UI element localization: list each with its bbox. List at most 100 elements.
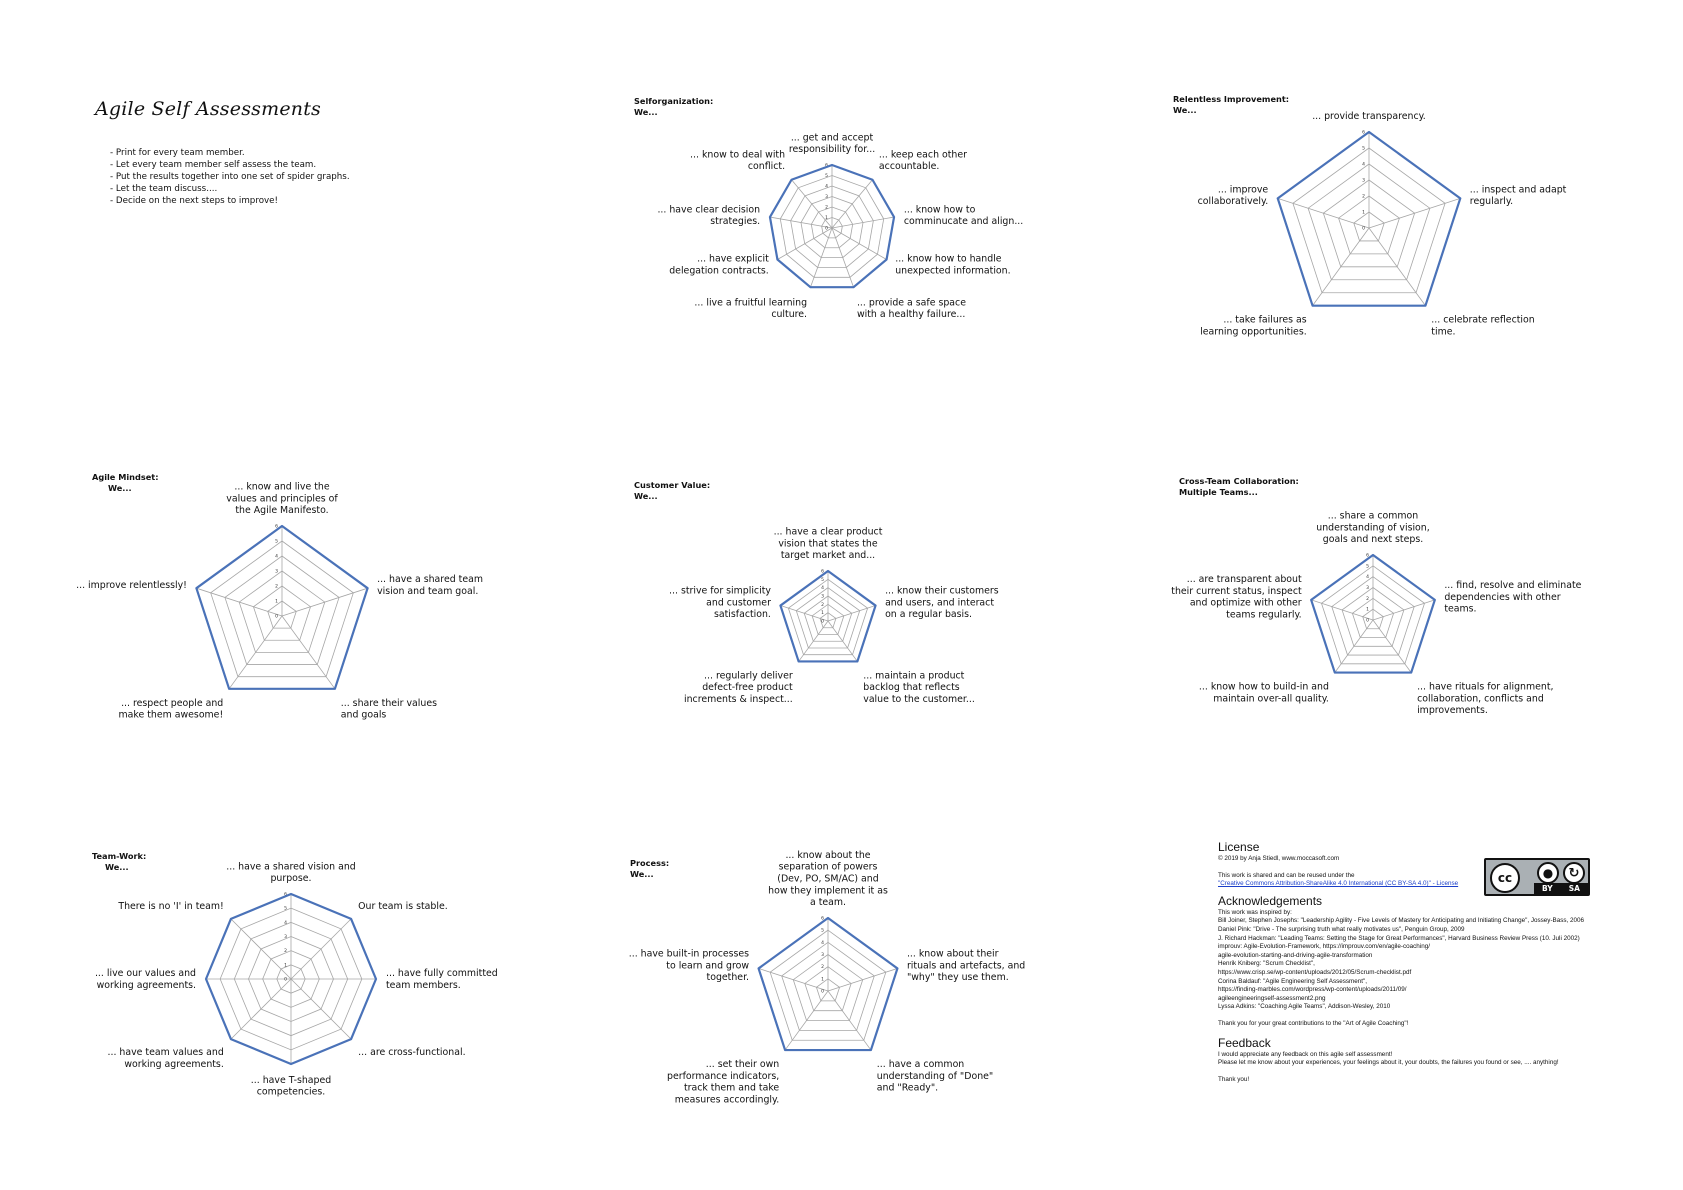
- chart-heading-cross-team-collaboration: Cross-Team Collaboration: Multiple Teams…: [1179, 476, 1299, 498]
- radar-grid-ring: [787, 578, 869, 656]
- radar-axis-label: ... provide transparency.: [1312, 111, 1426, 122]
- radar-spoke: [230, 978, 292, 1040]
- radar-series-line: [768, 163, 896, 289]
- radar-grid-ring: [811, 603, 845, 635]
- acknowledgement-line: agile-evolution-starting-and-driving-agi…: [1218, 951, 1373, 959]
- radar-tick-label: 1: [821, 976, 824, 982]
- radar-chart: 0 1 2 3 4 5 6 ... know about the separation of p…: [629, 850, 1026, 1106]
- radar-axis-label: ... have clear decision strategies.: [657, 204, 760, 227]
- radar-spoke: [1372, 599, 1435, 621]
- acknowledgement-line: Lyssa Adkins: "Coaching Agile Teams", Ad…: [1218, 1003, 1391, 1011]
- acknowledgements-thanks: Thank you for your great contributions t…: [1218, 1019, 1409, 1027]
- radar-tick-label: 4: [821, 940, 824, 946]
- radar-grid-ring: [790, 185, 874, 268]
- radar-tick-label: 1: [825, 215, 828, 221]
- radar-tick-label: 1: [275, 599, 278, 605]
- feedback-line: I would appreciate any feedback on this …: [1218, 1050, 1393, 1058]
- radar-spoke: [831, 227, 854, 288]
- radar-tick-label: 0: [821, 619, 824, 625]
- radar-tick-label: 3: [284, 934, 287, 940]
- chart-heading-selforganization: Selforganization: We...: [634, 96, 713, 118]
- radar-chart: 0 1 2 3 4 5 6 ... know and live the values and p…: [76, 481, 483, 720]
- radar-grid-ring: [238, 570, 326, 653]
- radar-spoke: [784, 990, 829, 1051]
- radar-spoke: [230, 918, 292, 980]
- radar-tick-label: 0: [275, 614, 278, 620]
- radar-spoke: [827, 990, 872, 1051]
- radar-tick-label: 1: [1362, 210, 1365, 216]
- radar-grid-ring: [779, 175, 885, 278]
- cc-logo-icon: cc: [1490, 863, 1520, 893]
- radar-spoke: [798, 620, 829, 662]
- radar-axis-label: Our team is stable.: [358, 901, 448, 912]
- acknowledgement-line: J. Richard Hackman: "Leading Teams: Sett…: [1218, 934, 1580, 942]
- radar-axis-label: ... are cross-functional.: [358, 1047, 465, 1058]
- radar-axis-label: ... know how to build-in and maintain ove…: [1199, 682, 1329, 705]
- radar-spoke: [831, 179, 873, 229]
- radar-spoke: [290, 918, 352, 980]
- acknowledgement-line: agileengineeringself-assessment2.png: [1218, 994, 1326, 1002]
- chart-heading-title: Selforganization:: [634, 96, 714, 106]
- chart-heading-subtitle: We...: [634, 491, 658, 501]
- radar-tick-label: 0: [1366, 618, 1369, 624]
- radar-axis-label: ... celebrate reflection time.: [1431, 315, 1534, 338]
- radar-tick-label: 5: [821, 577, 824, 583]
- radar-tick-label: 0: [821, 989, 824, 995]
- acknowledgements-heading: Acknowledgements: [1218, 893, 1323, 908]
- radar-chart: 0 1 2 3 4 5 6 ... have a shared vision and purpo…: [95, 861, 498, 1097]
- radar-grid-ring: [800, 196, 864, 259]
- radar-spoke: [810, 227, 833, 288]
- chart-heading-subtitle: We...: [1173, 105, 1197, 115]
- chart-heading-agile-mindset: Agile Mindset: We...: [92, 472, 158, 494]
- radar-axis-label: ... know and live the values and principl…: [226, 481, 338, 516]
- radar-series-line: [779, 569, 877, 663]
- radar-spoke: [780, 605, 829, 622]
- acknowledgement-line: improuv: Agile-Evolution-Framework, http…: [1218, 943, 1430, 951]
- radar-axis-label: ... have built-in processes to learn and …: [629, 949, 750, 984]
- radar-tick-label: 2: [821, 964, 824, 970]
- radar-chart: 0 1 2 3 4 5 6 ... provide transparency. ... insp…: [1198, 111, 1567, 337]
- acknowledgement-line: Daniel Pink: "Drive - The surprising tru…: [1218, 925, 1465, 933]
- radar-axis-label: ... live a fruitful learning culture.: [694, 297, 807, 320]
- person-icon: ●: [1537, 862, 1559, 884]
- radar-spoke: [1334, 619, 1374, 673]
- radar-tick-label: 4: [275, 554, 278, 560]
- chart-heading-title: Process:: [630, 858, 670, 868]
- radar-axis-label: ... provide a safe space with a healthy f…: [857, 297, 966, 320]
- radar-axis-label: ... have T-shaped competencies.: [251, 1075, 331, 1098]
- acknowledgements-intro: This work was inspired by:: [1218, 908, 1292, 916]
- radar-tick-label: 2: [825, 205, 828, 211]
- chart-heading-title: Relentless Improvement:: [1173, 94, 1290, 104]
- radar-grid-ring: [795, 587, 861, 649]
- radar-tick-label: 2: [275, 584, 278, 590]
- radar-axis-label: ... know how to comminucate and align...: [904, 204, 1023, 227]
- radar-tick-label: 1: [284, 962, 287, 968]
- radar-grid-ring: [769, 929, 887, 1041]
- radar-axis-label: There is no 'I' in team!: [117, 901, 223, 912]
- radar-spoke: [1368, 227, 1426, 306]
- radar-axis-label: ... have rituals for alignment, collabora…: [1417, 682, 1553, 717]
- instruction-list: Print for every team member. Let every t…: [110, 147, 350, 207]
- chart-heading-title: Team-Work:: [92, 851, 147, 861]
- radar-axis-label: ... have fully committed team members.: [386, 968, 498, 991]
- radar-tick-label: 3: [275, 569, 278, 575]
- radar-tick-label: 6: [821, 569, 824, 575]
- acknowledgement-line: https://finding-marbles.com/wordpress/wp…: [1218, 986, 1407, 994]
- chart-heading-team-work: Team-Work: We...: [92, 851, 146, 873]
- radar-tick-label: 5: [825, 173, 828, 179]
- radar-tick-label: 3: [1362, 178, 1365, 184]
- badge-by-label: BY: [1542, 884, 1553, 893]
- chart-heading-subtitle: We...: [634, 107, 658, 117]
- radar-grid-ring: [1292, 147, 1446, 294]
- radar-spoke: [1312, 227, 1370, 306]
- radar-axis-label: ... respect people and make them awesome!: [119, 698, 224, 721]
- radar-grid-ring: [781, 941, 875, 1031]
- license-link[interactable]: "Creative Commons Attribution-ShareAlike…: [1218, 880, 1459, 888]
- radar-series-line: [195, 524, 369, 690]
- radar-tick-label: 2: [821, 602, 824, 608]
- radar-axis-label: ... know how to handle unexpected informa…: [895, 254, 1010, 277]
- radar-tick-label: 3: [825, 194, 828, 200]
- radar-tick-label: 1: [1366, 607, 1369, 613]
- radar-chart: 0 1 2 3 4 5 6 ... get and accept responsibility …: [657, 132, 1023, 320]
- radar-tick-label: 2: [284, 948, 287, 954]
